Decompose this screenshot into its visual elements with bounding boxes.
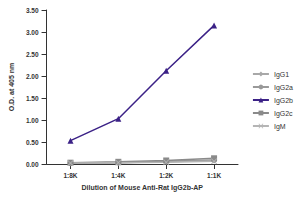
svg-text:IgG2b: IgG2b [274, 97, 293, 105]
svg-text:2.50: 2.50 [26, 51, 39, 58]
svg-text:IgG2a: IgG2a [274, 84, 293, 92]
svg-text:1.00: 1.00 [26, 117, 39, 124]
svg-text:0.50: 0.50 [26, 139, 39, 146]
svg-text:O.D. at 405 nm: O.D. at 405 nm [8, 63, 15, 112]
svg-text:1:4K: 1:4K [111, 172, 125, 179]
svg-text:3.50: 3.50 [26, 7, 39, 14]
svg-text:IgG2c: IgG2c [274, 110, 293, 118]
svg-text:2.00: 2.00 [26, 73, 39, 80]
svg-text:1.50: 1.50 [26, 95, 39, 102]
svg-text:0.00: 0.00 [26, 161, 39, 168]
svg-text:1:2K: 1:2K [159, 172, 173, 179]
svg-text:Dilution of Mouse Anti-Rat IgG: Dilution of Mouse Anti-Rat IgG2b-AP [82, 184, 204, 192]
svg-text:1:8K: 1:8K [63, 172, 77, 179]
svg-text:3.00: 3.00 [26, 29, 39, 36]
svg-text:IgG1: IgG1 [274, 71, 289, 79]
svg-text:IgM: IgM [274, 123, 286, 131]
svg-text:1:1K: 1:1K [207, 172, 221, 179]
